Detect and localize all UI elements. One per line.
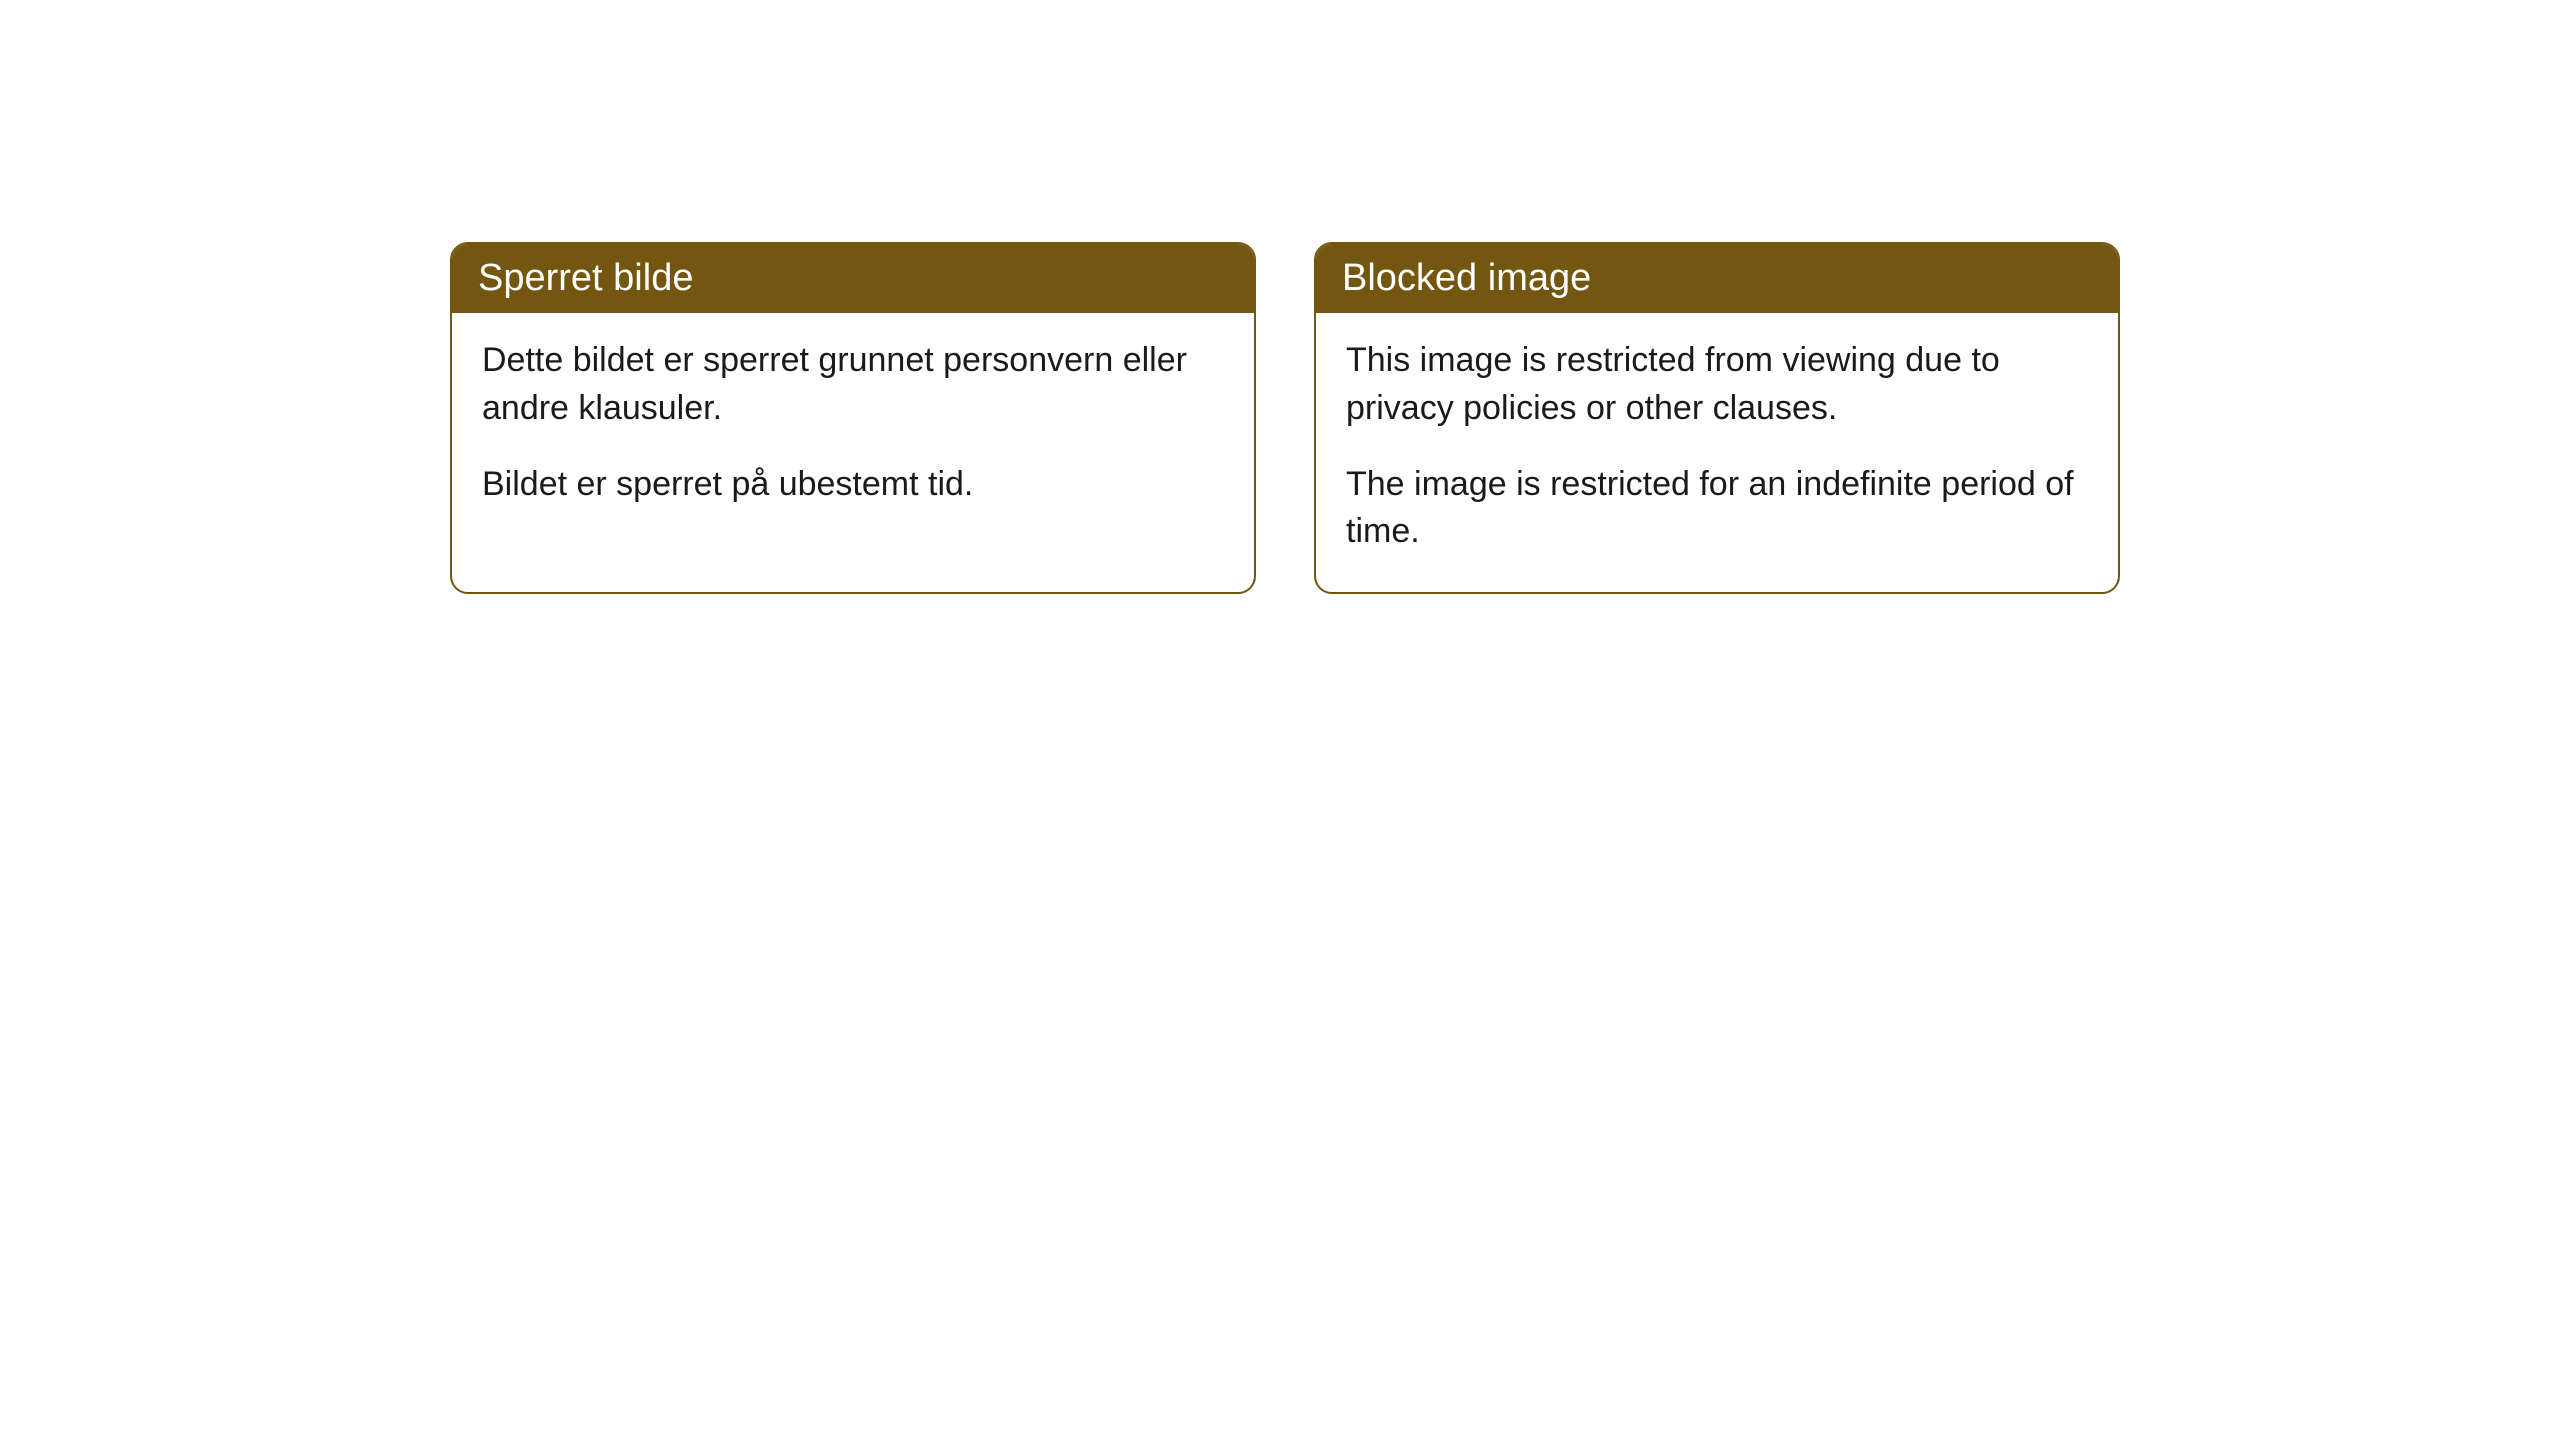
card-paragraph: Dette bildet er sperret grunnet personve… bbox=[482, 337, 1224, 432]
card-paragraph: The image is restricted for an indefinit… bbox=[1346, 461, 2088, 556]
card-english: Blocked image This image is restricted f… bbox=[1314, 242, 2120, 594]
card-body-english: This image is restricted from viewing du… bbox=[1316, 313, 2118, 591]
card-paragraph: This image is restricted from viewing du… bbox=[1346, 337, 2088, 432]
card-header-norwegian: Sperret bilde bbox=[452, 244, 1254, 313]
card-header-english: Blocked image bbox=[1316, 244, 2118, 313]
card-body-norwegian: Dette bildet er sperret grunnet personve… bbox=[452, 313, 1254, 544]
card-paragraph: Bildet er sperret på ubestemt tid. bbox=[482, 461, 1224, 509]
cards-container: Sperret bilde Dette bildet er sperret gr… bbox=[450, 242, 2560, 594]
card-norwegian: Sperret bilde Dette bildet er sperret gr… bbox=[450, 242, 1256, 594]
